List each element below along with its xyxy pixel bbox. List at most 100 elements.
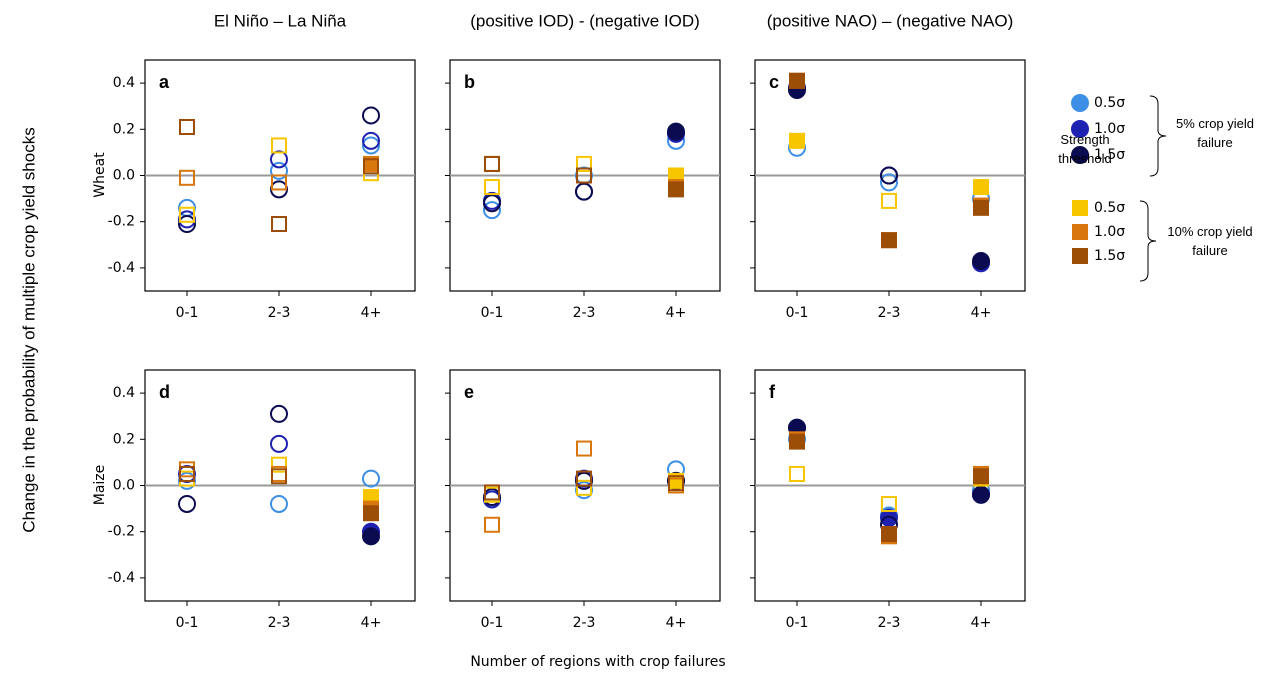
x-tick-label: 2-3 bbox=[573, 615, 596, 631]
legend-group: 10% crop yield failure bbox=[1167, 224, 1253, 258]
data-point bbox=[270, 434, 288, 453]
y-tick-label: 0.4 bbox=[113, 385, 135, 401]
panel-label: e bbox=[464, 382, 474, 402]
data-point bbox=[362, 527, 380, 546]
data-point bbox=[880, 173, 898, 192]
panel-label: b bbox=[464, 72, 475, 92]
data-point bbox=[179, 118, 195, 135]
data-point bbox=[483, 201, 501, 220]
panel-label: c bbox=[769, 72, 779, 92]
y-tick-label: -0.2 bbox=[108, 214, 135, 230]
data-point bbox=[362, 106, 380, 125]
legend-marker bbox=[1072, 224, 1088, 240]
data-point bbox=[880, 166, 898, 185]
legend-marker bbox=[1072, 248, 1088, 264]
data-point bbox=[789, 433, 805, 450]
legend-title: Strength threshold bbox=[1058, 132, 1112, 166]
legend-label: 1.0σ bbox=[1094, 121, 1125, 137]
legend-brace bbox=[1149, 95, 1167, 177]
data-point bbox=[881, 232, 897, 249]
y-tick-label: -0.4 bbox=[108, 260, 135, 276]
data-point bbox=[881, 192, 897, 209]
data-point bbox=[576, 479, 592, 496]
panel-label: d bbox=[159, 382, 170, 402]
y-tick-label: 0.4 bbox=[113, 75, 135, 91]
x-tick-label: 0-1 bbox=[786, 615, 809, 631]
data-point bbox=[667, 122, 685, 141]
data-point bbox=[270, 161, 288, 180]
data-point bbox=[179, 169, 195, 186]
data-point bbox=[271, 137, 287, 154]
x-tick-label: 0-1 bbox=[786, 305, 809, 321]
data-point bbox=[179, 206, 195, 223]
x-tick-label: 0-1 bbox=[481, 615, 504, 631]
data-point bbox=[484, 155, 500, 172]
legend-brace bbox=[1139, 200, 1157, 282]
data-point bbox=[789, 465, 805, 482]
y-tick-label: 0.0 bbox=[113, 478, 135, 494]
data-point bbox=[576, 470, 592, 487]
y-axis-label: Change in the probability of multiple cr… bbox=[19, 127, 38, 532]
data-point bbox=[179, 465, 195, 482]
data-point bbox=[668, 181, 684, 198]
x-tick-label: 2-3 bbox=[878, 615, 901, 631]
data-point bbox=[576, 440, 592, 457]
legend-label: 1.0σ bbox=[1094, 224, 1125, 240]
x-tick-label: 0-1 bbox=[176, 615, 199, 631]
data-point bbox=[484, 484, 500, 501]
x-axis-label: Number of regions with crop failures bbox=[470, 654, 725, 670]
data-point bbox=[576, 155, 592, 172]
data-point bbox=[362, 131, 380, 150]
data-point bbox=[271, 468, 287, 485]
data-point bbox=[270, 150, 288, 169]
x-tick-label: 4+ bbox=[666, 615, 687, 631]
x-tick-label: 4+ bbox=[666, 305, 687, 321]
row-label: Maize bbox=[92, 465, 108, 506]
column-title: (positive NAO) – (negative NAO) bbox=[767, 11, 1014, 30]
data-point bbox=[881, 526, 897, 543]
panel-label: a bbox=[159, 72, 170, 92]
x-tick-label: 2-3 bbox=[573, 305, 596, 321]
data-point bbox=[973, 199, 989, 216]
legend-label: 1.5σ bbox=[1094, 248, 1125, 264]
data-point bbox=[668, 475, 684, 492]
legend-marker bbox=[1071, 146, 1089, 164]
data-point bbox=[178, 215, 196, 234]
legend-marker bbox=[1072, 200, 1088, 216]
data-point bbox=[880, 508, 898, 527]
y-tick-label: -0.2 bbox=[108, 524, 135, 540]
x-tick-label: 4+ bbox=[361, 305, 382, 321]
y-tick-label: -0.4 bbox=[108, 570, 135, 586]
row-label: Wheat bbox=[92, 152, 108, 198]
panel-label: f bbox=[769, 382, 776, 402]
legend-group: 5% crop yield failure bbox=[1175, 116, 1255, 150]
y-tick-label: 0.2 bbox=[113, 121, 135, 137]
legend-marker bbox=[1071, 120, 1089, 138]
legend-marker bbox=[1071, 94, 1089, 112]
x-tick-label: 2-3 bbox=[268, 615, 291, 631]
data-point bbox=[271, 216, 287, 233]
data-point bbox=[362, 136, 380, 155]
legend-label: 0.5σ bbox=[1094, 95, 1125, 111]
x-tick-label: 2-3 bbox=[878, 305, 901, 321]
x-tick-label: 4+ bbox=[971, 305, 992, 321]
data-point bbox=[789, 132, 805, 149]
x-tick-label: 4+ bbox=[971, 615, 992, 631]
data-point bbox=[363, 505, 379, 522]
data-point bbox=[881, 495, 897, 512]
data-point bbox=[973, 179, 989, 196]
data-point bbox=[575, 182, 593, 201]
x-tick-label: 2-3 bbox=[268, 305, 291, 321]
legend-label: 1.5σ bbox=[1094, 147, 1125, 163]
column-title: (positive IOD) - (negative IOD) bbox=[470, 11, 700, 30]
y-tick-label: 0.0 bbox=[113, 168, 135, 184]
data-point bbox=[972, 485, 990, 504]
x-tick-label: 0-1 bbox=[481, 305, 504, 321]
data-point bbox=[270, 404, 288, 423]
data-point bbox=[576, 167, 592, 184]
data-point bbox=[484, 516, 500, 533]
data-point bbox=[973, 468, 989, 485]
y-tick-label: 0.2 bbox=[113, 431, 135, 447]
